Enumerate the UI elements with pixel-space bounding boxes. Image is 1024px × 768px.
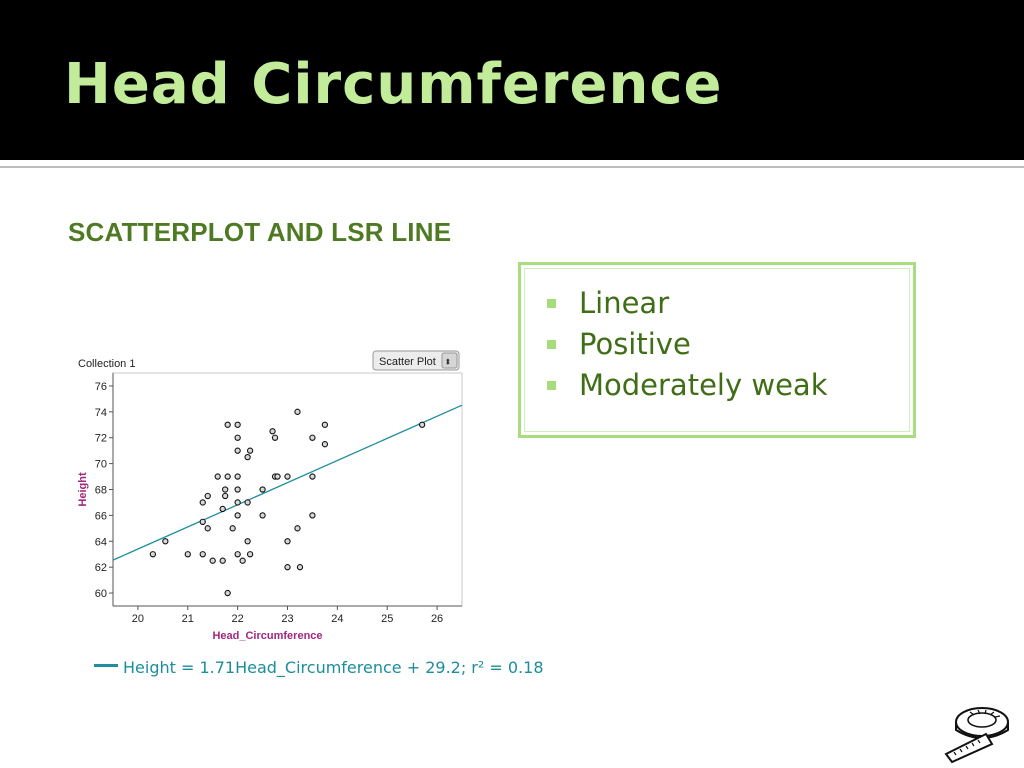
data-point [284,564,291,571]
data-point [204,525,211,532]
data-point [274,473,281,480]
scatter-chart: Collection 1 Scatter Plot ⬍ 60 62 64 66 68 70… [77,350,463,642]
data-point [246,447,254,454]
bullet-item-positive: Positive [545,324,909,365]
dropdown-arrows-bg [441,352,458,369]
data-point [244,499,251,506]
plot-area: 60 62 64 66 68 70 72 74 76 20 21 22 23 24 25 26 [95,372,463,625]
x-tick-label: 22 [232,613,244,625]
data-point [219,505,226,513]
x-tick-label: 24 [331,613,343,625]
y-tick-label: 70 [95,459,107,471]
y-tick-label: 76 [95,381,107,393]
y-tick-label: 66 [95,510,107,522]
data-point [222,486,229,493]
updown-arrows-icon: ⬍ [445,358,452,367]
bullet-text: Moderately weak [579,368,828,402]
bullet-square-icon [547,340,556,349]
regression-equation-text: Height = 1.71Head_Circumference + 29.2; … [123,658,544,677]
y-tick-label: 62 [95,562,107,574]
bullet-text: Positive [579,327,691,361]
y-tick-label: 60 [95,588,107,600]
slide-subheading: SCATTERPLOT AND LSR LINE [68,217,452,247]
data-point [309,512,316,519]
data-point [149,551,157,558]
data-point [209,557,216,564]
data-point [199,518,206,526]
data-point [199,551,206,558]
data-point [234,499,241,506]
data-point [184,551,191,558]
data-point [246,551,254,558]
data-point [418,421,426,428]
data-point [284,538,291,545]
y-tick-label: 72 [95,433,107,445]
x-tick-label: 20 [132,613,144,625]
plot-type-label: Scatter Plot [379,356,436,368]
data-point [234,421,241,428]
data-point [321,441,329,448]
data-point [294,408,301,415]
data-point [224,589,231,597]
bullet-square-icon [547,299,556,308]
data-point [259,512,266,519]
plot-frame [112,372,463,607]
data-point [271,434,279,441]
y-tick-label: 64 [95,536,107,548]
data-point [224,421,231,428]
measuring-tape-icon [944,707,1009,764]
data-point [199,499,206,506]
bullet-square-icon [547,381,556,390]
regression-line [112,404,463,561]
data-point [296,564,304,571]
regression-line-swatch [94,664,118,667]
data-point [234,551,241,558]
bullet-box-inner: Linear Positive Moderately weak [524,268,910,432]
data-point [309,434,316,441]
x-axis-label: Head_Circumference [212,630,322,642]
x-tick-label: 23 [281,613,293,625]
y-axis-label: Height [77,472,89,507]
data-point [259,486,266,493]
data-point [214,473,221,480]
title-bar: Head Circumference [0,0,1024,160]
x-tick-label: 25 [381,613,393,625]
data-point [309,473,316,480]
bullet-list: Linear Positive Moderately weak [525,269,909,406]
data-point [229,525,236,532]
x-tick-label: 21 [182,613,194,625]
data-point [162,538,169,545]
y-tick-label: 68 [95,485,107,497]
data-point [269,428,276,435]
data-point [234,486,241,493]
data-point [321,421,329,428]
data-point [219,557,226,564]
data-point [234,447,241,454]
title-divider [0,160,1024,168]
data-point [234,434,241,441]
regression-equation: Height = 1.71Head_Circumference + 29.2; … [94,658,544,677]
bullet-text: Linear [579,286,670,320]
plot-type-dropdown-bg[interactable] [372,350,460,371]
x-tick-label: 26 [431,613,443,625]
data-point [239,557,246,564]
collection-label: Collection 1 [78,358,135,370]
bullet-item-moderately-weak: Moderately weak [545,365,909,406]
data-point [234,512,241,519]
data-point [244,538,251,545]
slide-title: Head Circumference [64,52,723,117]
data-point [204,492,211,500]
bullet-item-linear: Linear [545,283,909,324]
data-point [222,492,229,500]
data-point [284,473,291,480]
bullet-box: Linear Positive Moderately weak [518,262,916,438]
data-point [234,473,241,480]
data-point [244,453,251,461]
data-point [294,525,301,532]
y-tick-label: 74 [95,407,107,419]
plot-type-dropdown[interactable]: Scatter Plot ⬍ [372,350,460,371]
data-point [224,473,231,480]
